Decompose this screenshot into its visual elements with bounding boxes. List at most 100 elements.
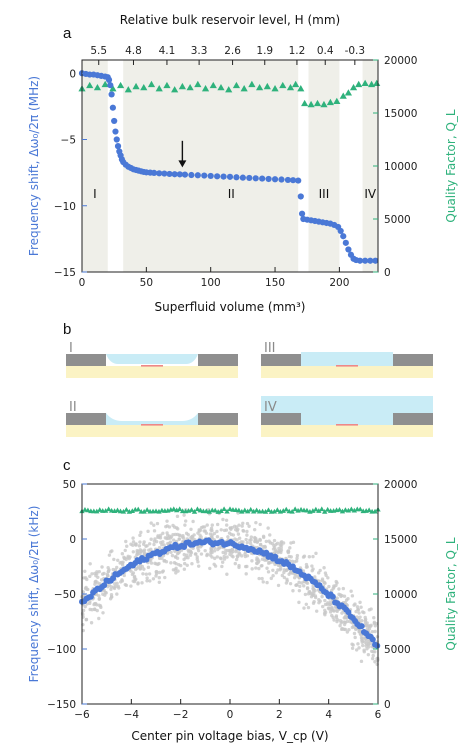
raw-point: [208, 566, 212, 571]
frequency-shift-point: [113, 136, 120, 143]
raw-point: [236, 532, 241, 536]
schematic-label-II: II: [69, 400, 77, 415]
raw-point: [145, 544, 149, 548]
raw-point: [145, 576, 149, 580]
raw-point: [285, 577, 289, 582]
raw-point: [237, 565, 241, 570]
raw-point: [93, 582, 97, 586]
quality-factor-point: [248, 506, 254, 512]
raw-point: [92, 607, 97, 611]
raw-point: [226, 548, 230, 553]
raw-point: [352, 603, 356, 607]
raw-point: [373, 629, 377, 634]
raw-point: [85, 587, 89, 592]
raw-point: [97, 603, 101, 607]
frequency-shift-point: [272, 553, 279, 560]
quality-factor-point: [176, 506, 183, 512]
raw-point: [97, 569, 101, 574]
center-pin: [141, 424, 163, 426]
raw-point: [327, 602, 332, 607]
quality-factor-point: [171, 86, 179, 93]
raw-point: [294, 583, 298, 588]
quality-factor-point: [256, 83, 264, 91]
raw-point: [355, 605, 360, 609]
raw-point: [297, 600, 301, 605]
schematic-label-I: I: [69, 341, 73, 356]
raw-point: [360, 640, 364, 644]
y2-tick-label: 10000: [384, 589, 417, 601]
frequency-shift-point: [112, 128, 119, 135]
frequency-shift-point: [220, 173, 227, 180]
x-axis-label-c: Center pin voltage bias, V_cp (V): [131, 729, 328, 743]
raw-point: [167, 525, 172, 529]
quality-factor-point: [313, 99, 322, 107]
raw-point: [193, 552, 198, 556]
top-tick-label: 1.9: [256, 45, 273, 57]
raw-point: [215, 522, 220, 527]
raw-point: [286, 549, 291, 554]
raw-point: [199, 535, 203, 539]
raw-data-scatter: [80, 508, 380, 667]
raw-point: [162, 558, 167, 563]
raw-point: [326, 576, 330, 580]
raw-point: [205, 523, 209, 527]
raw-point: [174, 526, 179, 530]
quality-factor-point: [224, 508, 230, 514]
frequency-shift-point: [252, 175, 259, 182]
quality-factor-point: [141, 508, 147, 514]
raw-point: [163, 575, 167, 580]
raw-point: [222, 554, 226, 559]
quality-factor-point: [144, 507, 150, 512]
helium-fill: [106, 413, 198, 425]
frequency-shift-point: [358, 623, 365, 630]
quality-factor-point: [201, 85, 210, 92]
raw-point: [165, 531, 169, 535]
raw-point: [153, 537, 157, 541]
raw-point: [276, 583, 281, 588]
quality-factor-point: [232, 81, 241, 89]
frequency-shift-point: [114, 143, 122, 150]
y-tick-label: 50: [63, 479, 76, 491]
raw-point: [241, 521, 245, 526]
quality-factor-point: [349, 83, 358, 91]
raw-point: [329, 608, 334, 612]
raw-point: [188, 553, 193, 557]
raw-point: [295, 553, 300, 558]
raw-point: [174, 561, 178, 566]
raw-point: [155, 521, 160, 526]
raw-point: [245, 564, 249, 569]
quality-factor-point: [114, 507, 121, 513]
ground-plane-right: [393, 413, 433, 425]
raw-point: [354, 648, 359, 652]
raw-point: [209, 547, 214, 551]
raw-point: [351, 643, 355, 647]
raw-point: [145, 579, 149, 583]
raw-point: [282, 568, 286, 572]
raw-point: [271, 574, 275, 578]
raw-point: [195, 555, 199, 559]
frequency-shift-point: [101, 582, 108, 589]
raw-point: [171, 523, 175, 528]
schematic-III: III: [261, 341, 433, 378]
raw-point: [190, 535, 194, 539]
region-II: [123, 60, 299, 272]
raw-point: [230, 550, 234, 555]
quality-factor-point: [320, 100, 328, 108]
raw-point: [320, 578, 324, 583]
y2-tick-label: 15000: [384, 534, 417, 546]
raw-point: [182, 567, 187, 571]
center-pin: [336, 365, 358, 367]
raw-point: [109, 585, 114, 589]
raw-point: [157, 556, 162, 561]
raw-point: [157, 575, 161, 580]
raw-point: [210, 535, 214, 539]
quality-factor-point: [361, 79, 369, 87]
raw-point: [97, 594, 101, 598]
quality-factor-point: [307, 100, 315, 108]
raw-point: [356, 642, 360, 646]
raw-point: [106, 574, 110, 578]
quality-factor-point: [304, 507, 310, 513]
frequency-shift-point: [374, 642, 381, 649]
raw-point: [257, 566, 261, 571]
raw-point: [97, 596, 102, 601]
